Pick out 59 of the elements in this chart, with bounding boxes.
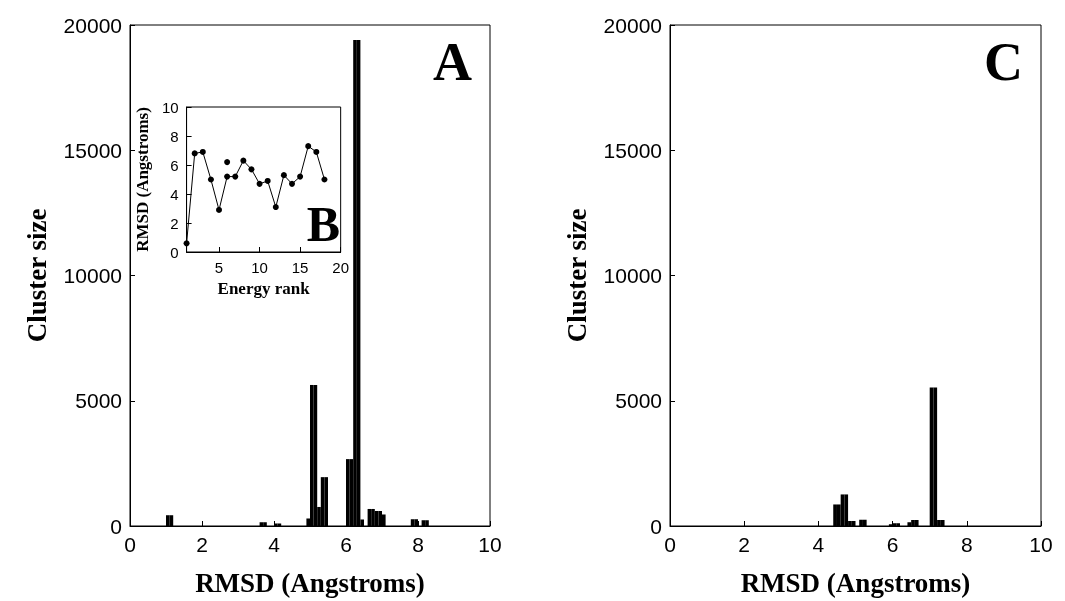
y-tick-label: 10 [161,98,179,116]
x-tick-label: 10 [1029,533,1053,556]
x-tick-label: 4 [268,533,281,556]
point [183,240,190,247]
point [248,166,255,173]
y-tick-label: 10000 [63,264,122,287]
y-axis-title: Cluster size [561,208,592,343]
y-tick-label: 6 [170,156,179,174]
point [305,143,312,150]
x-tick-label: 8 [412,533,424,556]
x-tick-label: 2 [738,533,751,556]
x-tick-label: 5 [214,259,224,276]
point [272,204,279,211]
annotation: A [433,32,472,92]
point [280,172,287,179]
point [216,206,223,213]
x-tick-label: 0 [124,533,136,556]
x-tick-label: 2 [196,533,208,556]
x-tick-label: 4 [812,533,825,556]
y-tick-label: 4 [170,185,179,203]
y-tick-label: 15000 [603,138,662,162]
point [232,173,239,180]
point [256,180,263,187]
y-tick-label: 8 [170,127,179,145]
point [297,173,304,180]
point [289,180,295,187]
point [199,148,206,155]
x-tick-label: 10 [251,259,268,276]
y-axis-title: Cluster size [21,208,52,343]
x-tick-label: 0 [664,533,676,556]
point [313,148,320,155]
point [264,177,271,184]
y-tick-label: 5000 [615,389,662,413]
point [207,176,214,183]
x-tick-label: 15 [291,259,309,276]
y-axis-title: RMSD (Angstroms) [133,107,152,252]
x-axis-title: RMSD (Angstroms) [740,567,971,598]
y-tick-label: 20000 [603,13,662,37]
x-tick-label: 8 [960,533,973,556]
y-tick-label: 10000 [603,264,662,287]
point [224,173,231,180]
y-tick-label: 0 [650,514,662,538]
y-tick-label: 15000 [63,138,122,162]
x-axis-title: Energy rank [217,278,311,298]
x-tick-label: 10 [478,533,502,556]
point [321,176,328,183]
y-tick-label: 0 [110,514,122,538]
x-tick-label: 6 [886,533,899,556]
annotation: B [306,196,341,252]
x-tick-label: 20 [332,259,349,276]
y-tick-label: 2 [170,214,179,232]
point [191,150,198,157]
x-axis-title: RMSD (Angstroms) [195,567,425,598]
y-tick-label: 5000 [75,389,122,413]
y-tick-label: 0 [170,243,179,261]
annotation: C [984,32,1023,92]
x-tick-label: 6 [340,533,352,556]
y-tick-label: 20000 [63,13,122,37]
point [240,157,247,164]
